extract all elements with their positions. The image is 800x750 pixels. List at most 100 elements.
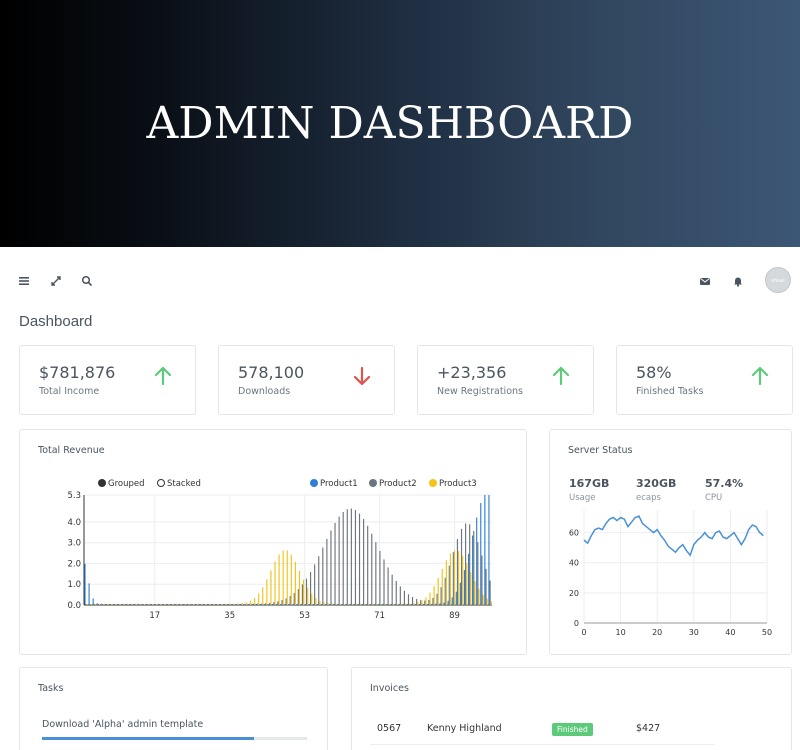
bar — [345, 603, 347, 605]
bar — [247, 603, 249, 605]
y-tick-label: 5.3 — [67, 491, 81, 501]
cpu-label: CPU — [705, 493, 723, 503]
x-tick-label: 71 — [374, 611, 385, 621]
bar — [85, 603, 87, 605]
bar — [143, 603, 146, 605]
bar — [90, 603, 92, 605]
bar — [378, 603, 380, 605]
bar — [307, 587, 309, 605]
bar — [329, 603, 331, 605]
bar — [183, 603, 185, 605]
bar — [217, 603, 219, 605]
bar — [239, 603, 241, 605]
revenue-chart: 17 35 53 71 89 0.0 1.0 2.0 3.0 4.0 5.3 — [67, 491, 492, 621]
bar — [398, 603, 400, 605]
bar — [460, 528, 463, 605]
bar — [274, 561, 276, 605]
bar — [342, 511, 344, 605]
bar — [443, 602, 445, 605]
avatar[interactable]: shuai — [765, 267, 791, 293]
bar — [317, 603, 319, 605]
bar — [244, 603, 246, 605]
bar — [448, 565, 450, 605]
bar — [176, 603, 178, 605]
bar — [413, 603, 415, 605]
bar — [224, 603, 226, 605]
bar — [221, 603, 223, 605]
bar — [262, 587, 264, 605]
bar — [349, 603, 351, 605]
bar — [213, 603, 215, 605]
bar — [225, 603, 227, 605]
bar — [278, 554, 280, 605]
bar — [232, 603, 234, 605]
bar — [305, 578, 308, 605]
grouped-toggle[interactable]: Grouped — [98, 479, 145, 489]
legend-label: Product1 — [320, 479, 358, 489]
bar — [265, 603, 267, 605]
bar — [327, 603, 329, 605]
mail-icon[interactable] — [698, 275, 712, 289]
bar — [449, 553, 452, 605]
x-tick-label: 53 — [299, 611, 310, 621]
bar — [452, 552, 454, 605]
bar — [284, 603, 286, 605]
bar — [396, 603, 398, 605]
bar — [121, 603, 123, 605]
stacked-toggle[interactable]: Stacked — [157, 479, 201, 489]
grouped-label: Grouped — [108, 479, 145, 489]
bar — [477, 542, 479, 605]
bar — [272, 603, 274, 605]
bar — [130, 603, 132, 605]
invoice-name[interactable]: Kenny Highland — [427, 723, 502, 734]
menu-icon[interactable] — [17, 275, 31, 289]
server-chart: 0 10 20 30 40 50 0 20 40 60 — [569, 510, 772, 637]
dashboard-app: shuai Dashboard $781,876 Total Income 578,… — [3, 247, 796, 750]
invoice-id: 0567 — [377, 723, 402, 734]
bar — [360, 603, 362, 605]
bar — [394, 603, 396, 605]
bar — [361, 603, 364, 605]
bar — [372, 603, 374, 605]
bar — [167, 603, 169, 605]
bar — [453, 550, 456, 605]
bar — [194, 603, 196, 605]
bar — [391, 574, 393, 605]
bar — [188, 603, 190, 605]
legend-product1[interactable]: Product1 — [310, 479, 358, 489]
bar — [241, 603, 243, 605]
bar — [333, 603, 335, 605]
bar — [350, 508, 352, 605]
bar — [410, 603, 412, 605]
bar — [235, 603, 237, 605]
bar — [318, 556, 320, 605]
bar — [103, 603, 105, 605]
bar — [163, 603, 165, 605]
stat-label: Finished Tasks — [636, 386, 704, 397]
bar — [187, 603, 189, 605]
bar — [337, 603, 339, 605]
bar — [94, 603, 97, 605]
stat-card: 578,100 Downloads — [218, 345, 395, 415]
bar — [451, 597, 453, 605]
task-item-label[interactable]: Download 'Alpha' admin template — [42, 719, 204, 730]
radio-unchecked-icon — [157, 479, 165, 487]
legend-product2[interactable]: Product2 — [369, 479, 417, 489]
bar — [198, 603, 200, 605]
bar — [356, 603, 358, 605]
bar — [191, 603, 193, 605]
y-tick-label: 40 — [569, 559, 579, 568]
bar — [322, 547, 324, 605]
search-icon[interactable] — [80, 275, 94, 289]
bar — [127, 603, 129, 605]
bar — [88, 583, 90, 605]
bar — [149, 603, 151, 605]
x-tick-label: 30 — [689, 628, 699, 637]
bell-icon[interactable] — [731, 275, 745, 289]
bar — [96, 603, 98, 605]
legend-product3[interactable]: Product3 — [429, 479, 477, 489]
expand-icon[interactable] — [49, 275, 63, 289]
bar — [480, 503, 482, 605]
bar — [388, 603, 390, 605]
bar — [113, 603, 115, 605]
